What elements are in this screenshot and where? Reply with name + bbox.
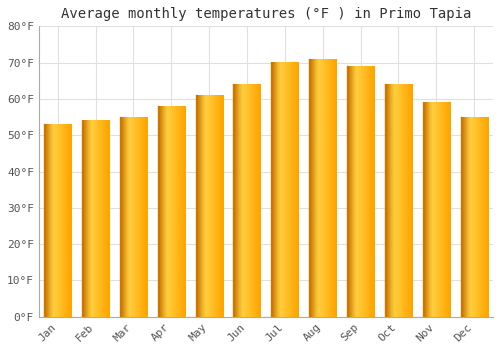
Title: Average monthly temperatures (°F ) in Primo Tapia: Average monthly temperatures (°F ) in Pr… [60,7,471,21]
